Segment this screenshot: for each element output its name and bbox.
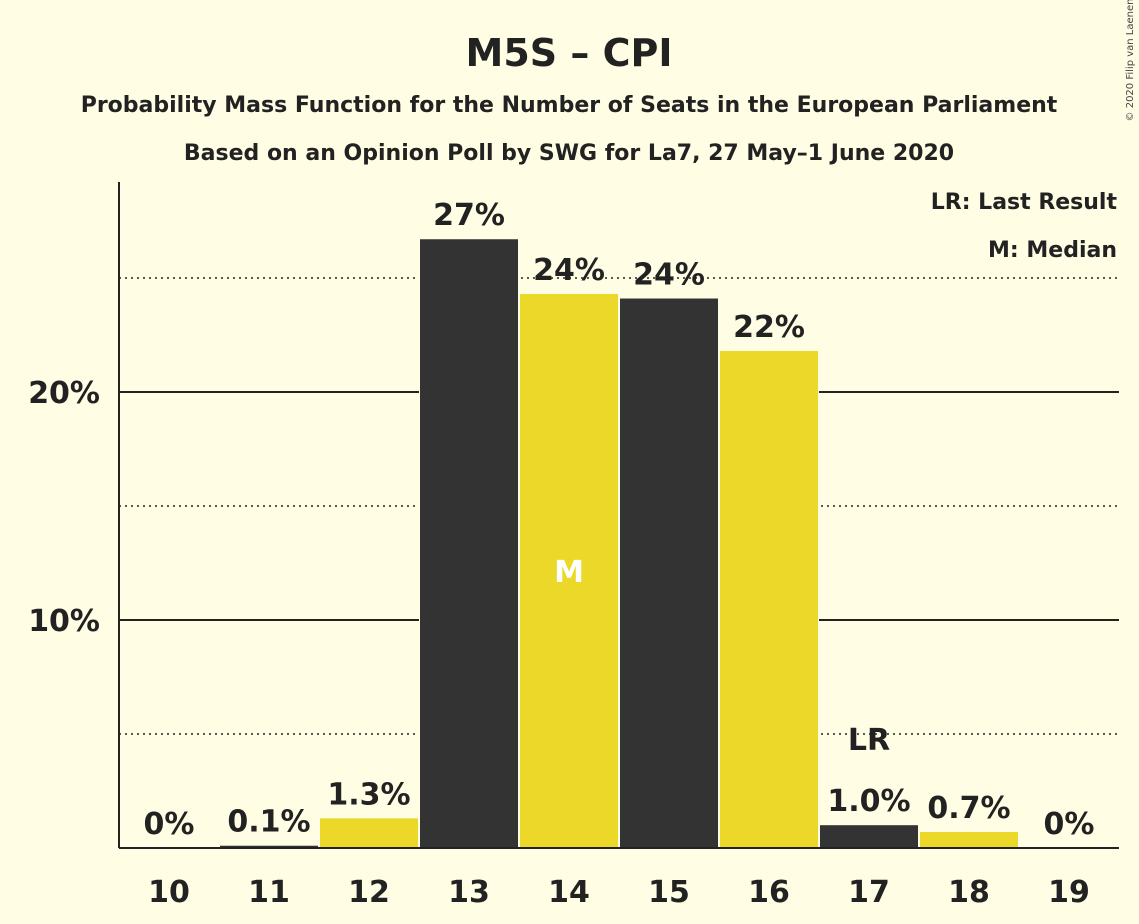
- bar-seat-18: [920, 832, 1018, 848]
- data-label: 22%: [733, 310, 805, 345]
- chart-subtitle-1: Probability Mass Function for the Number…: [81, 93, 1058, 118]
- bar-seat-12: [320, 818, 418, 848]
- data-label: 0%: [1044, 807, 1095, 842]
- data-label: 24%: [533, 253, 605, 288]
- bar-seat-14: [520, 293, 618, 849]
- bar-seat-16: [720, 350, 818, 848]
- data-labels: 0% 0.1% 1.3% 27% 24% M 24% 22% 1.0% LR 0.7% 0%: [144, 198, 1095, 842]
- bars: [219, 237, 1019, 849]
- data-label: 1.3%: [327, 777, 410, 812]
- chart-subtitle-2: Based on an Opinion Poll by SWG for La7,…: [184, 141, 954, 166]
- x-tick-label: 18: [948, 875, 990, 910]
- y-tick-label: 10%: [28, 604, 100, 639]
- data-label: 0.1%: [227, 805, 310, 840]
- bar-seat-13: [420, 239, 518, 849]
- bar-seat-11: [220, 845, 318, 848]
- x-tick-label: 15: [648, 875, 690, 910]
- bar-seat-15: [620, 298, 718, 848]
- x-tick-label: 10: [148, 875, 190, 910]
- data-label: 1.0%: [827, 784, 910, 819]
- x-tick-label: 19: [1048, 875, 1090, 910]
- y-axis-ticks: 10% 20%: [28, 376, 100, 639]
- x-tick-label: 12: [348, 875, 390, 910]
- x-tick-label: 13: [448, 875, 490, 910]
- data-label: 0.7%: [927, 791, 1010, 826]
- legend-last-result: LR: Last Result: [931, 190, 1118, 215]
- x-tick-label: 11: [248, 875, 290, 910]
- x-tick-label: 16: [748, 875, 790, 910]
- copyright-text: © 2020 Filip van Laenen: [1125, 0, 1136, 121]
- y-tick-label: 20%: [28, 376, 100, 411]
- last-result-marker: LR: [848, 723, 890, 758]
- bar-seat-17: [820, 825, 918, 848]
- chart-title: M5S – CPI: [466, 31, 673, 75]
- data-label: 24%: [633, 258, 705, 293]
- x-tick-label: 17: [848, 875, 890, 910]
- data-label: 0%: [144, 807, 195, 842]
- legend-median: M: Median: [988, 238, 1117, 263]
- data-label: 27%: [433, 198, 505, 233]
- x-tick-label: 14: [548, 875, 590, 910]
- median-marker: M: [554, 555, 584, 590]
- x-axis-ticks: 10 11 12 13 14 15 16 17 18 19: [148, 875, 1090, 910]
